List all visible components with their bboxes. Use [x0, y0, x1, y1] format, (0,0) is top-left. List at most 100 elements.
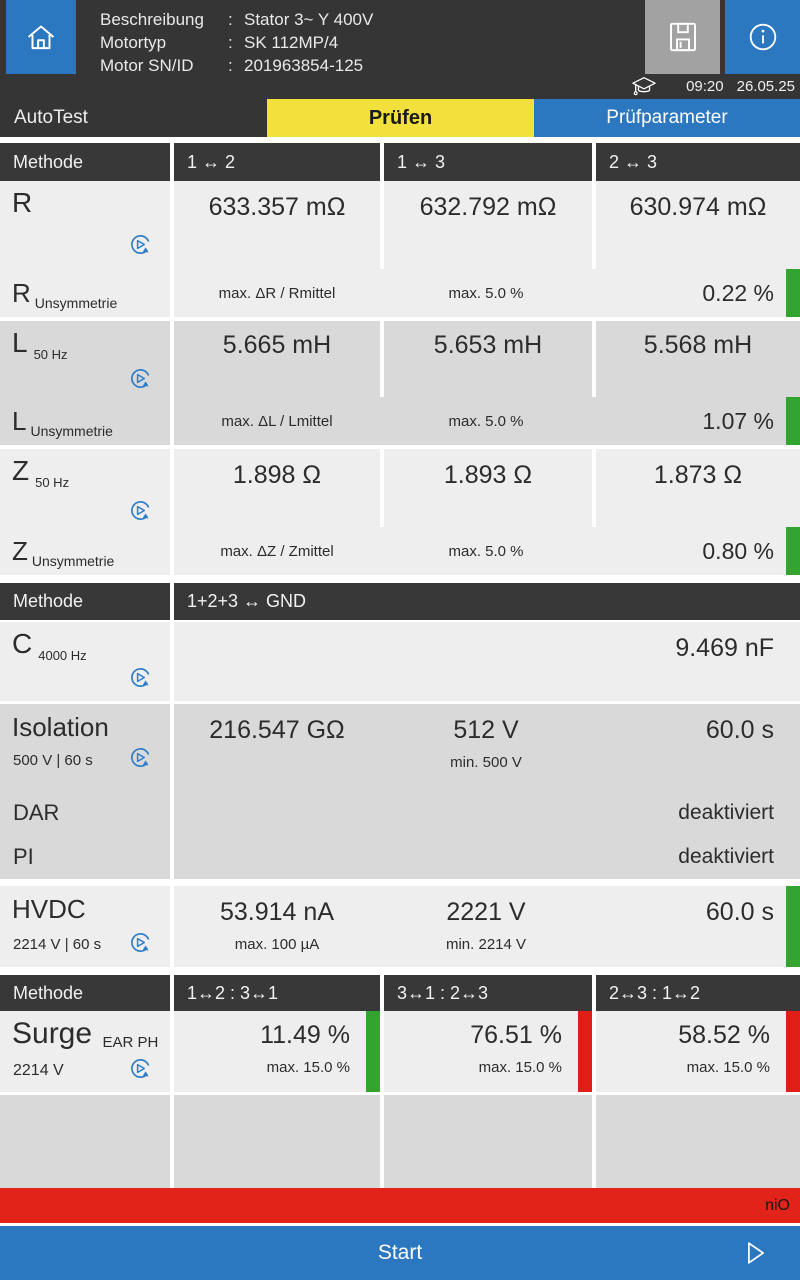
- hvdc-values: 53.914 nA max. 100 µA 2221 V min. 2214 V…: [174, 886, 800, 967]
- repeat-icon: [131, 748, 150, 767]
- measurement-value: 1.873 Ω: [596, 449, 800, 527]
- constraint-limit: max. 5.0 %: [448, 542, 524, 560]
- method-col-1-3: 1 ↔ 3: [384, 143, 592, 181]
- section-impedance: Z 50 Hz Z Unsymmetrie 1.898 Ω 1.893 Ω 1.87…: [0, 449, 800, 575]
- repeat-icon: [131, 1059, 150, 1078]
- measurement-value: 1.898 Ω: [174, 449, 380, 527]
- tab-pruefen-active[interactable]: Prüfen: [267, 99, 534, 137]
- description-label: Beschreibung: [100, 10, 204, 29]
- dar-label: DAR: [13, 800, 60, 825]
- surge-value: 11.49 %: [260, 1021, 350, 1049]
- constraint-rule: max. ΔL / Lmittel: [221, 412, 333, 430]
- motor-info-block: Beschreibung : Stator 3~ Y 400V Motortyp…: [100, 8, 373, 77]
- constraint-limit: max. 5.0 %: [448, 284, 524, 302]
- info-icon: [749, 23, 776, 51]
- param-name-unsymmetry: Z Unsymmetrie: [12, 536, 115, 569]
- pi-value: deaktiviert: [174, 835, 800, 879]
- method-col-surge-1: 1↔2 : 3↔1: [174, 975, 380, 1011]
- tab-bar: AutoTest Prüfen Prüfparameter: [0, 99, 800, 137]
- method-col-surge-3: 2↔3 : 1↔2: [596, 975, 800, 1011]
- repeat-measurement-button[interactable]: [127, 365, 154, 392]
- title-bar: Beschreibung : Stator 3~ Y 400V Motortyp…: [0, 0, 800, 99]
- section-isolation: Isolation 500 V | 60 s DAR PI 216.547 GΩ…: [0, 704, 800, 879]
- test-condition: 2214 V: [13, 1062, 64, 1079]
- repeat-measurement-button[interactable]: [127, 231, 154, 258]
- surge-value: 76.51 %: [470, 1021, 562, 1049]
- voltage-min: min. 500 V: [450, 754, 522, 771]
- date: 26.05.25: [736, 77, 795, 95]
- method-header-2: Methode 1+2+3 ↔ GND: [0, 583, 800, 620]
- status-bar-fail: [578, 1011, 592, 1092]
- method-label: Methode: [0, 143, 170, 181]
- unsymmetry-row: max. ΔR / Rmittel max. 5.0 % 0.22 %: [174, 269, 800, 317]
- unsymmetry-row: max. ΔZ / Zmittel max. 5.0 % 0.80 %: [174, 527, 800, 575]
- param-label-hvdc: HVDC 2214 V | 60 s: [0, 886, 170, 967]
- param-name: L 50 Hz: [12, 327, 68, 362]
- status-bar-pass: [786, 527, 800, 575]
- repeat-icon: [131, 668, 150, 687]
- status-bar-pass: [366, 1011, 380, 1092]
- isolation-resistance: 216.547 GΩ: [209, 716, 345, 744]
- hvdc-voltage: 2221 V min. 2214 V: [380, 886, 592, 967]
- repeat-measurement-button[interactable]: [127, 664, 154, 691]
- motor-info-row: Motortyp : SK 112MP/4: [100, 31, 373, 54]
- measurement-value: 632.792 mΩ: [384, 181, 592, 269]
- section-inductance: L 50 Hz L Unsymmetrie 5.665 mH 5.653 mH 5.…: [0, 321, 800, 445]
- separator: :: [228, 33, 233, 52]
- repeat-icon: [131, 369, 150, 388]
- param-name-unsymmetry: L Unsymmetrie: [12, 406, 113, 439]
- constraint-rule: max. ΔR / Rmittel: [218, 284, 336, 302]
- info-button[interactable]: [725, 0, 800, 74]
- section-capacitance: C 4000 Hz 9.469 nF: [0, 622, 800, 701]
- home-button[interactable]: [6, 0, 76, 74]
- param-name: HVDC: [12, 894, 86, 924]
- unsymmetry-row: max. ΔL / Lmittel max. 5.0 % 1.07 %: [174, 397, 800, 445]
- start-button[interactable]: Start: [0, 1226, 800, 1280]
- repeat-measurement-button[interactable]: [127, 1055, 154, 1082]
- method-label: Methode: [0, 583, 170, 620]
- method-header-1: Methode 1 ↔ 2 1 ↔ 3 2 ↔ 3: [0, 143, 800, 181]
- measurement-value: 1.893 Ω: [384, 449, 592, 527]
- start-play-icon: [748, 1242, 764, 1264]
- status-bar: 09:20 26.05.25: [630, 74, 795, 98]
- separator: :: [228, 56, 233, 75]
- dar-value: deaktiviert: [174, 791, 800, 835]
- repeat-measurement-button[interactable]: [127, 929, 154, 956]
- measurement-value: 633.357 mΩ: [174, 181, 380, 269]
- param-name: Surge EAR PH: [12, 1017, 159, 1051]
- tab-autotest[interactable]: AutoTest: [0, 99, 267, 137]
- tab-pruefparameter[interactable]: Prüfparameter: [534, 99, 800, 137]
- repeat-icon: [131, 235, 150, 254]
- param-name: Z 50 Hz: [12, 455, 70, 490]
- param-label-z: Z 50 Hz Z Unsymmetrie: [0, 449, 170, 575]
- repeat-icon: [131, 933, 150, 952]
- repeat-measurement-button[interactable]: [127, 744, 154, 771]
- method-header-3: Methode 1↔2 : 3↔1 3↔1 : 2↔3 2↔3 : 1↔2: [0, 975, 800, 1011]
- empty-cell: [174, 1095, 380, 1188]
- training-mode-icon: [630, 74, 658, 98]
- isolation-voltage: 512 V min. 500 V: [380, 704, 592, 791]
- param-name: Isolation: [12, 712, 109, 742]
- method-col-2-3: 2 ↔ 3: [596, 143, 800, 181]
- repeat-measurement-button[interactable]: [127, 497, 154, 524]
- section-hvdc: HVDC 2214 V | 60 s 53.914 nA max. 100 µA…: [0, 886, 800, 967]
- motor-sn-value: 201963854-125: [244, 56, 364, 75]
- surge-result-cell: 58.52 % max. 15.0 %: [596, 1011, 800, 1092]
- save-button[interactable]: [645, 0, 720, 74]
- overall-result-bar: niO: [0, 1188, 800, 1223]
- measurement-value: 5.653 mH: [384, 321, 592, 397]
- repeat-icon: [131, 501, 150, 520]
- overall-result-label: niO: [765, 1196, 790, 1214]
- unsymmetry-result: 0.80 %: [702, 537, 774, 564]
- measurement-value: 9.469 nF: [675, 634, 774, 662]
- surge-limit: max. 15.0 %: [266, 1059, 350, 1076]
- param-label-l: L 50 Hz L Unsymmetrie: [0, 321, 170, 445]
- start-label: Start: [377, 1241, 423, 1264]
- surge-limit: max. 15.0 %: [686, 1059, 770, 1076]
- separator: :: [228, 10, 233, 29]
- motortype-value: SK 112MP/4: [244, 33, 339, 52]
- clock-time: 09:20: [686, 77, 724, 95]
- measurement-value: 5.568 mH: [596, 321, 800, 397]
- isolation-time: 60.0 s: [705, 716, 774, 744]
